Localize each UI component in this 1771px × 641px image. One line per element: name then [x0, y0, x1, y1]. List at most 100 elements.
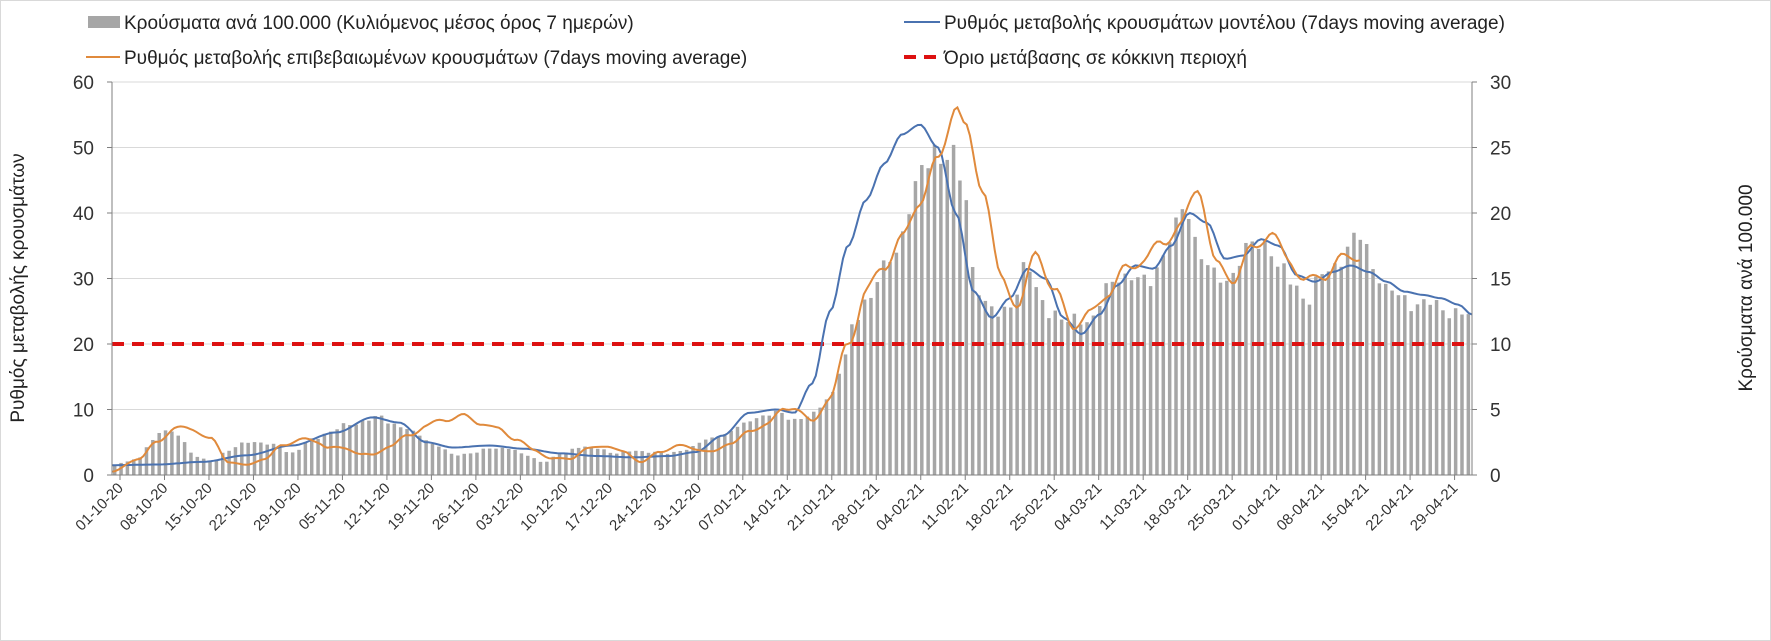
bar	[240, 442, 244, 475]
x-tick-label: 19-11-20	[385, 480, 439, 534]
bar	[799, 419, 803, 475]
y-tick-right: 5	[1490, 401, 1501, 422]
bar	[449, 453, 454, 475]
bar	[1390, 290, 1394, 475]
bar	[500, 447, 505, 475]
bar	[1028, 271, 1032, 475]
x-tick-label: 25-03-21	[1184, 480, 1238, 534]
bar	[1428, 304, 1432, 475]
bar	[939, 163, 943, 476]
bar	[252, 442, 257, 475]
bar	[564, 452, 568, 475]
bar	[208, 461, 212, 475]
bar	[1129, 280, 1134, 475]
y-tick-right: 15	[1490, 270, 1511, 291]
bar	[595, 448, 600, 475]
bar	[1263, 239, 1267, 475]
bar	[1047, 318, 1051, 475]
bar	[608, 452, 613, 475]
bar	[1250, 241, 1255, 475]
y-tick-right: 25	[1490, 139, 1511, 160]
bar	[716, 437, 721, 475]
bar	[551, 456, 555, 475]
x-tick-label: 18-02-21	[962, 480, 1016, 534]
y-ticks-right: 0 5 10 15 20 25 30	[1490, 73, 1511, 487]
bar	[1352, 232, 1356, 475]
bar	[322, 433, 327, 475]
y-tick-left: 20	[73, 335, 94, 356]
bar	[920, 165, 924, 476]
bar	[195, 456, 200, 475]
legend-item-model: Ρυθμός μεταβολής κρουσμάτων μοντέλου (7d…	[904, 13, 1505, 34]
bar	[1231, 272, 1235, 475]
bar	[1466, 314, 1471, 475]
bar	[1377, 283, 1382, 475]
bar	[1225, 280, 1229, 475]
bar	[691, 446, 695, 475]
bar	[1396, 295, 1401, 475]
bar	[329, 431, 333, 475]
legend-swatch-bars	[88, 16, 120, 28]
bar	[545, 461, 549, 475]
bar	[335, 429, 339, 475]
legend-label-bars: Κρούσματα ανά 100.000 (Κυλιόμενος μέσος …	[124, 13, 634, 34]
bar	[1174, 217, 1178, 475]
bar	[634, 450, 638, 475]
y-tick-left: 40	[73, 204, 94, 225]
bar	[1167, 242, 1172, 475]
axes	[107, 81, 1477, 480]
bar	[1085, 322, 1089, 475]
bar	[468, 453, 473, 475]
bar	[341, 423, 346, 475]
x-tick-label: 01-04-21	[1229, 480, 1283, 534]
y-ticks-left: 0 10 20 30 40 50 60	[73, 73, 94, 487]
y-tick-right: 20	[1490, 204, 1511, 225]
bar	[1218, 282, 1223, 475]
bar	[519, 453, 524, 475]
bar	[220, 452, 225, 475]
bar	[786, 419, 791, 475]
y-axis-title-right: Κρούσματα ανά 100.000	[1736, 184, 1757, 391]
bar	[1447, 318, 1452, 475]
bar	[1301, 298, 1305, 475]
bar	[773, 410, 778, 475]
bar	[926, 168, 930, 475]
legend: Κρούσματα ανά 100.000 (Κυλιόμενος μέσος …	[86, 13, 1505, 69]
bar	[1142, 274, 1146, 475]
bar	[1364, 244, 1369, 475]
bar	[1422, 299, 1426, 475]
bar	[513, 449, 517, 475]
bar	[316, 438, 320, 475]
bar	[557, 454, 562, 475]
bar	[627, 451, 632, 475]
bar	[869, 297, 873, 475]
bar	[1326, 271, 1331, 475]
bar	[1078, 324, 1083, 475]
x-tick-label: 10-12-20	[517, 480, 571, 534]
bar	[951, 144, 956, 475]
bar	[475, 452, 479, 475]
bar	[1136, 277, 1140, 475]
bar	[735, 426, 740, 475]
bar	[958, 180, 962, 475]
model-line	[112, 123, 1473, 467]
bar	[487, 448, 492, 475]
bar	[1275, 266, 1280, 475]
bar	[259, 442, 263, 475]
bar	[881, 260, 886, 475]
bar	[443, 449, 447, 475]
bar	[850, 324, 854, 475]
bar	[1288, 284, 1293, 475]
x-tick-label: 24-12-20	[606, 480, 660, 534]
bar	[405, 429, 409, 475]
bar	[1441, 310, 1445, 475]
bar	[703, 439, 708, 475]
y-tick-left: 60	[73, 73, 94, 94]
x-tick-label: 15-04-21	[1318, 480, 1372, 534]
bar	[970, 267, 975, 475]
x-tick-label: 04-03-21	[1051, 480, 1105, 534]
bar	[1117, 282, 1121, 475]
x-tick-label: 22-10-20	[206, 480, 260, 534]
bar	[1256, 248, 1261, 475]
y-tick-right: 30	[1490, 73, 1511, 94]
